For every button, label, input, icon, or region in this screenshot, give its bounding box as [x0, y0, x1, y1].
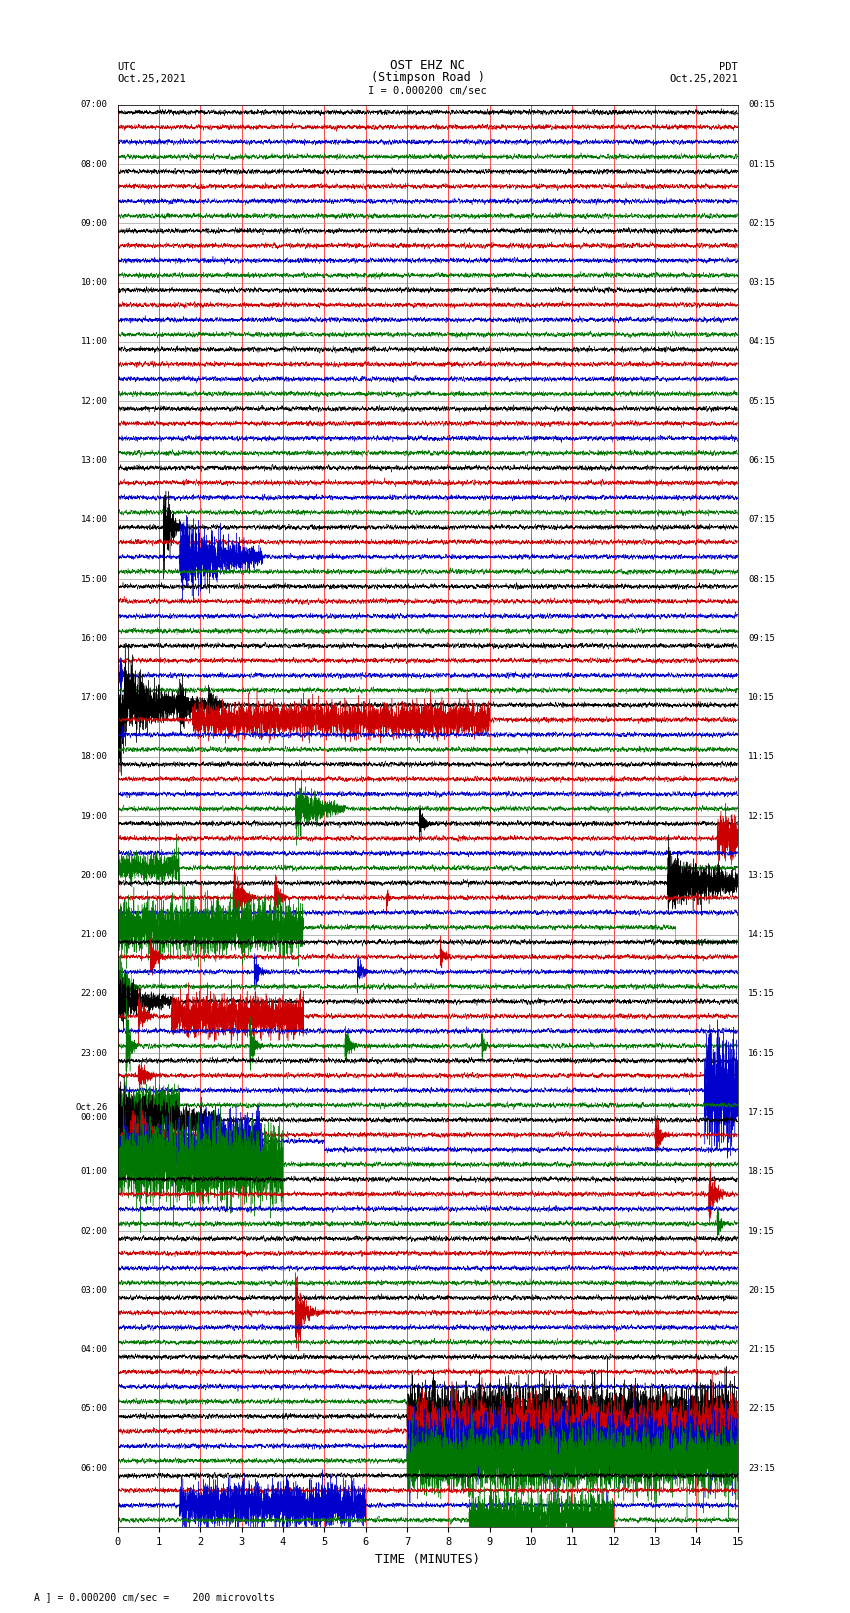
Text: 17:15: 17:15 [748, 1108, 775, 1118]
Text: 16:15: 16:15 [748, 1048, 775, 1058]
Text: 06:00: 06:00 [81, 1463, 107, 1473]
Text: 16:00: 16:00 [81, 634, 107, 644]
Text: 04:15: 04:15 [748, 337, 775, 347]
Text: 17:00: 17:00 [81, 694, 107, 702]
Text: 18:00: 18:00 [81, 752, 107, 761]
Text: 18:15: 18:15 [748, 1168, 775, 1176]
Text: 03:00: 03:00 [81, 1286, 107, 1295]
Text: 19:00: 19:00 [81, 811, 107, 821]
Text: OST EHZ NC: OST EHZ NC [390, 60, 465, 73]
Text: 01:15: 01:15 [748, 160, 775, 169]
Text: 20:00: 20:00 [81, 871, 107, 881]
Text: 07:15: 07:15 [748, 515, 775, 524]
Text: 09:00: 09:00 [81, 219, 107, 227]
Text: 07:00: 07:00 [81, 100, 107, 110]
Text: 14:00: 14:00 [81, 515, 107, 524]
Text: 01:00: 01:00 [81, 1168, 107, 1176]
Text: A ] = 0.000200 cm/sec =    200 microvolts: A ] = 0.000200 cm/sec = 200 microvolts [34, 1592, 275, 1602]
Text: 00:15: 00:15 [748, 100, 775, 110]
Text: PDT: PDT [719, 63, 738, 73]
Text: 05:00: 05:00 [81, 1405, 107, 1413]
Text: 02:15: 02:15 [748, 219, 775, 227]
Text: 23:15: 23:15 [748, 1463, 775, 1473]
Text: 15:00: 15:00 [81, 574, 107, 584]
Text: Oct.25,2021: Oct.25,2021 [118, 74, 186, 84]
Text: UTC: UTC [118, 63, 137, 73]
Text: 23:00: 23:00 [81, 1048, 107, 1058]
Text: Oct.25,2021: Oct.25,2021 [669, 74, 738, 84]
Text: 11:15: 11:15 [748, 752, 775, 761]
Text: 13:00: 13:00 [81, 456, 107, 465]
Text: 02:00: 02:00 [81, 1226, 107, 1236]
Text: 20:15: 20:15 [748, 1286, 775, 1295]
Text: 22:15: 22:15 [748, 1405, 775, 1413]
Text: 13:15: 13:15 [748, 871, 775, 881]
X-axis label: TIME (MINUTES): TIME (MINUTES) [375, 1553, 480, 1566]
Text: 15:15: 15:15 [748, 989, 775, 998]
Text: 03:15: 03:15 [748, 277, 775, 287]
Text: 21:15: 21:15 [748, 1345, 775, 1355]
Text: 08:00: 08:00 [81, 160, 107, 169]
Text: Oct.26
00:00: Oct.26 00:00 [75, 1103, 107, 1123]
Text: 09:15: 09:15 [748, 634, 775, 644]
Text: 08:15: 08:15 [748, 574, 775, 584]
Text: 10:15: 10:15 [748, 694, 775, 702]
Text: 06:15: 06:15 [748, 456, 775, 465]
Text: 12:15: 12:15 [748, 811, 775, 821]
Text: 14:15: 14:15 [748, 931, 775, 939]
Text: 05:15: 05:15 [748, 397, 775, 406]
Text: 22:00: 22:00 [81, 989, 107, 998]
Text: I = 0.000200 cm/sec: I = 0.000200 cm/sec [368, 85, 487, 95]
Text: 11:00: 11:00 [81, 337, 107, 347]
Text: 19:15: 19:15 [748, 1226, 775, 1236]
Text: 21:00: 21:00 [81, 931, 107, 939]
Text: 12:00: 12:00 [81, 397, 107, 406]
Text: (Stimpson Road ): (Stimpson Road ) [371, 71, 484, 84]
Text: 10:00: 10:00 [81, 277, 107, 287]
Text: 04:00: 04:00 [81, 1345, 107, 1355]
